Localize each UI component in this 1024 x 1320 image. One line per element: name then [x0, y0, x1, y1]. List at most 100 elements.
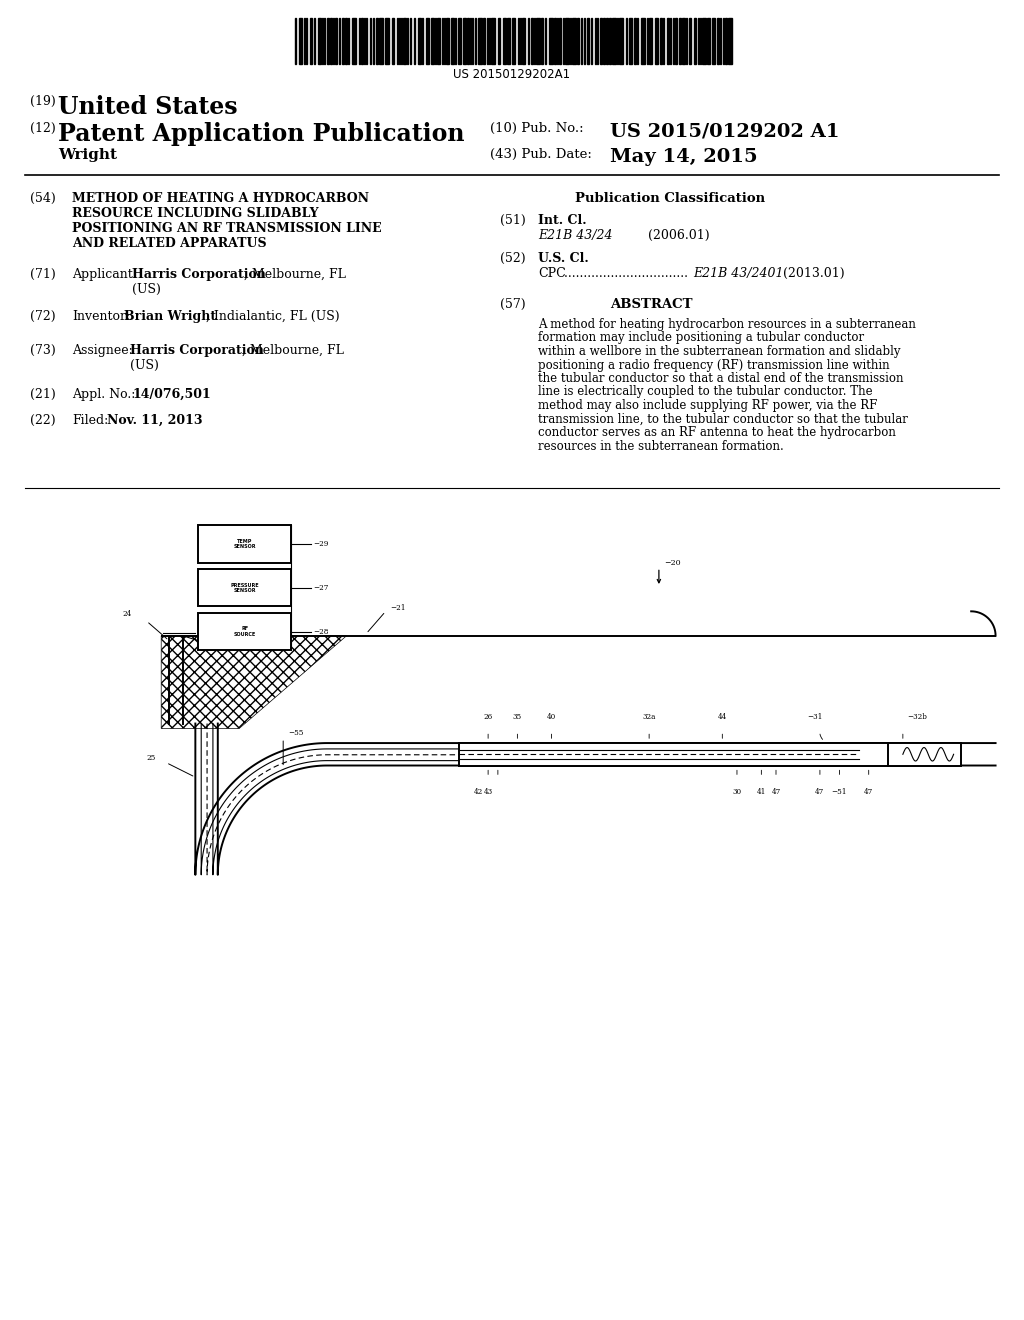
Bar [888, 743, 962, 766]
Text: Inventor:: Inventor: [72, 310, 130, 323]
Bar [318, 18, 321, 63]
Bar [199, 569, 291, 606]
Text: 47: 47 [864, 788, 873, 796]
Bar [199, 614, 291, 651]
Bar [512, 18, 515, 63]
Text: 25: 25 [146, 754, 156, 762]
Text: (22): (22) [30, 414, 55, 426]
Bar [463, 18, 466, 63]
Text: Applicant:: Applicant: [72, 268, 137, 281]
Text: −20: −20 [664, 558, 680, 566]
Text: (12): (12) [30, 121, 55, 135]
Bar [342, 18, 344, 63]
Text: US 20150129202A1: US 20150129202A1 [454, 69, 570, 81]
Text: Publication Classification: Publication Classification [575, 191, 765, 205]
Bar [612, 18, 616, 63]
Bar [728, 18, 732, 63]
Text: (71): (71) [30, 268, 55, 281]
Text: formation may include positioning a tubular conductor: formation may include positioning a tubu… [538, 331, 864, 345]
Bar [345, 18, 347, 63]
Bar [536, 18, 540, 63]
Text: (54): (54) [30, 191, 55, 205]
Bar [446, 18, 449, 63]
Bar [361, 18, 362, 63]
Text: −28: −28 [313, 628, 329, 636]
Bar [660, 18, 662, 63]
Text: (52): (52) [500, 252, 525, 265]
Bar [629, 18, 632, 63]
Text: −55: −55 [288, 730, 303, 738]
Bar [379, 18, 383, 63]
Bar [335, 18, 337, 63]
Text: 35: 35 [513, 713, 522, 721]
Bar [490, 18, 495, 63]
Text: −29: −29 [313, 540, 329, 548]
Text: U.S. Cl.: U.S. Cl. [538, 252, 589, 265]
Bar [330, 18, 332, 63]
Text: 47: 47 [771, 788, 780, 796]
Text: E21B 43/24: E21B 43/24 [538, 228, 612, 242]
Text: 14/076,501: 14/076,501 [132, 388, 211, 401]
Text: Nov. 11, 2013: Nov. 11, 2013 [106, 414, 203, 426]
Text: −51: −51 [831, 788, 847, 796]
Text: 43: 43 [483, 788, 493, 796]
Text: US 2015/0129202 A1: US 2015/0129202 A1 [610, 121, 840, 140]
Text: (2013.01): (2013.01) [783, 267, 845, 280]
Text: 44: 44 [718, 713, 727, 721]
Text: , Indialantic, FL (US): , Indialantic, FL (US) [206, 310, 340, 323]
Text: (2006.01): (2006.01) [648, 228, 710, 242]
Bar [702, 18, 706, 63]
Text: Int. Cl.: Int. Cl. [538, 214, 587, 227]
Text: resources in the subterranean formation.: resources in the subterranean formation. [538, 440, 783, 453]
Text: within a wellbore in the subterranean formation and slidably: within a wellbore in the subterranean fo… [538, 345, 900, 358]
Text: United States: United States [58, 95, 238, 119]
Text: (US): (US) [132, 282, 161, 296]
Text: (US): (US) [130, 359, 159, 372]
Text: CPC: CPC [538, 267, 565, 280]
Bar [483, 18, 485, 63]
Text: TEMP
SENSOR: TEMP SENSOR [233, 539, 256, 549]
Text: 30: 30 [732, 788, 741, 796]
Bar [600, 18, 602, 63]
Bar [707, 18, 710, 63]
Bar [418, 18, 421, 63]
Bar [606, 18, 608, 63]
Text: −32b: −32b [907, 713, 928, 721]
Bar [498, 18, 500, 63]
Text: RF
SOURCE: RF SOURCE [233, 627, 256, 638]
Text: 26: 26 [483, 713, 493, 721]
Bar [712, 18, 715, 63]
Text: 32a: 32a [642, 713, 655, 721]
Text: Patent Application Publication: Patent Application Publication [58, 121, 465, 147]
Bar [655, 18, 658, 63]
Bar [310, 18, 312, 63]
Bar [299, 18, 302, 63]
Text: positioning a radio frequency (RF) transmission line within: positioning a radio frequency (RF) trans… [538, 359, 890, 371]
Text: ABSTRACT: ABSTRACT [610, 298, 692, 312]
Text: 40: 40 [547, 713, 556, 721]
Bar [437, 18, 440, 63]
Bar [392, 18, 394, 63]
Text: (10) Pub. No.:: (10) Pub. No.: [490, 121, 584, 135]
Text: conductor serves as an RF antenna to heat the hydrocarbon: conductor serves as an RF antenna to hea… [538, 426, 896, 440]
Text: Wright: Wright [58, 148, 117, 162]
Text: (57): (57) [500, 298, 525, 312]
Bar [679, 18, 681, 63]
Text: 24: 24 [123, 610, 132, 618]
Bar [426, 18, 429, 63]
Bar [682, 18, 685, 63]
Bar [385, 18, 389, 63]
Text: −21: −21 [390, 605, 407, 612]
Bar [577, 18, 579, 63]
Bar [603, 18, 605, 63]
Bar [549, 18, 553, 63]
Text: Assignee:: Assignee: [72, 345, 133, 356]
Bar [694, 18, 696, 63]
Bar [376, 18, 378, 63]
Bar [503, 18, 506, 63]
Bar [403, 18, 406, 63]
Bar [641, 18, 645, 63]
Text: Harris Corporation: Harris Corporation [132, 268, 266, 281]
Bar [199, 525, 291, 562]
Text: the tubular conductor so that a distal end of the transmission: the tubular conductor so that a distal e… [538, 372, 903, 385]
